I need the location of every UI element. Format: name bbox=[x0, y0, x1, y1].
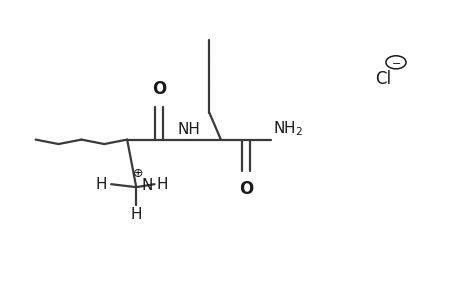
Text: O: O bbox=[151, 80, 166, 98]
Text: O: O bbox=[238, 180, 252, 198]
Text: NH$_2$: NH$_2$ bbox=[273, 119, 303, 138]
Text: $-$: $-$ bbox=[390, 57, 400, 67]
Text: $\oplus$: $\oplus$ bbox=[132, 167, 143, 180]
Text: NH: NH bbox=[177, 122, 200, 137]
Text: H: H bbox=[130, 207, 142, 222]
Text: Cl: Cl bbox=[374, 70, 391, 88]
Text: H: H bbox=[96, 177, 107, 192]
Text: H: H bbox=[157, 177, 168, 192]
Text: N: N bbox=[141, 178, 153, 193]
